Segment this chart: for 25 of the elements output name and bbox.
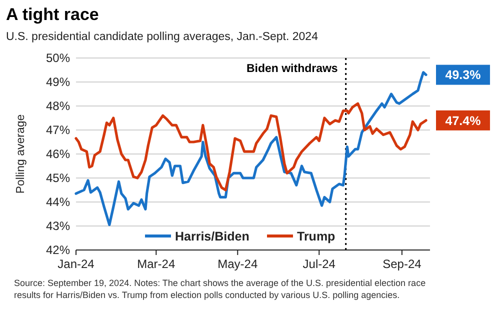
x-tick-label: Sep-24 [382,257,422,271]
y-tick-label: 46% [46,147,70,162]
y-axis-title: Polling average [15,114,27,194]
y-tick-label: 49% [46,75,70,90]
annotation: 49.3% [445,68,481,82]
x-tick-label: Mar-24 [137,257,176,271]
x-tick-label: Jan-24 [58,257,95,271]
x-tick-label: Jul-24 [302,257,336,271]
x-tick-label: May-24 [218,257,258,271]
y-tick-label: 43% [46,219,70,234]
y-tick-label: 42% [46,243,70,258]
y-tick-label: 45% [46,171,70,186]
line-series [74,102,428,192]
line-series [74,71,428,226]
ref-line-label: Biden withdraws [246,63,338,75]
annotation: 47.4% [445,114,481,128]
chart-subtitle: U.S. presidential candidate polling averages, Jan.-Sept. 2024 [6,31,319,43]
legend-label: Harris/Biden [175,229,250,244]
y-tick-label: 47% [46,123,70,138]
y-tick-label: 44% [46,195,70,210]
y-tick-label: 48% [46,99,70,114]
source-note: Source: September 19, 2024. Notes: The chart shows the average of the U.S. presidential election race results for Harris/Biden vs. Trump from election polls conducted by various U.S. polling agencies. [14,278,426,300]
chart-title: A tight race [6,5,99,24]
legend-label: Trump [297,229,336,244]
y-tick-label: 50% [46,51,70,66]
